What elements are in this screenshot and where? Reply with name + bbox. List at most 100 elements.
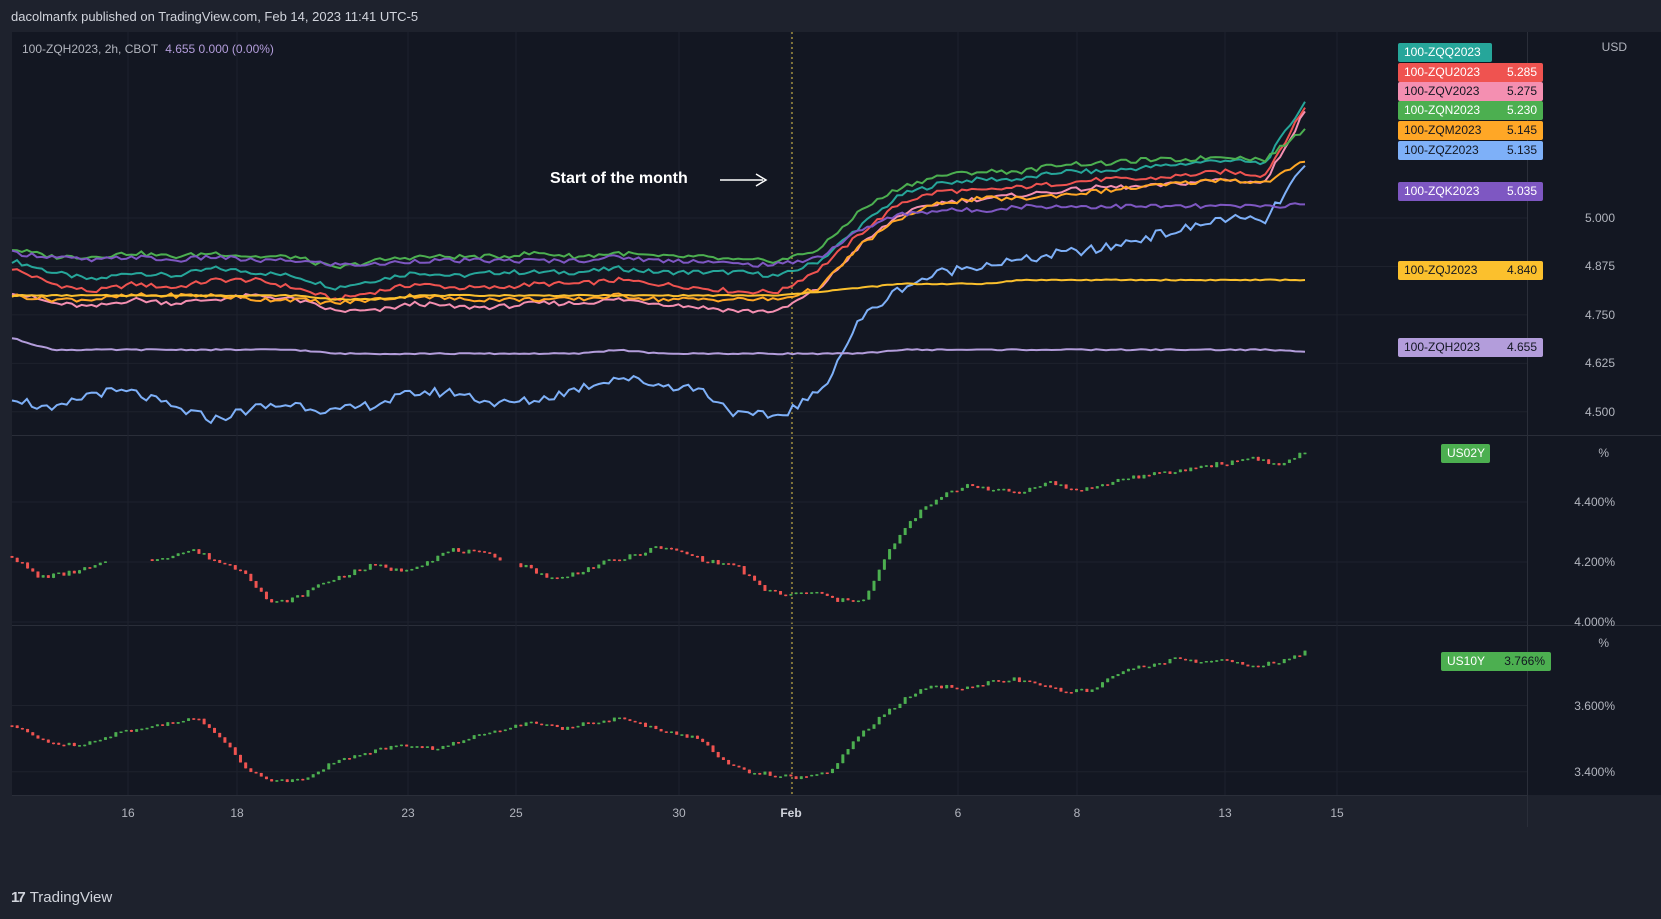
- candle-body: [976, 486, 980, 488]
- candle-body: [779, 776, 783, 778]
- candle-body: [789, 594, 793, 596]
- candle-body: [436, 555, 440, 562]
- price-tag-value: 5.275: [1506, 84, 1537, 98]
- candle-body: [534, 568, 538, 574]
- candle-body: [1069, 488, 1073, 491]
- candle-body: [1189, 467, 1193, 472]
- symbol-legend[interactable]: 100-ZQH2023, 2h, CBOT 4.655 0.000 (0.00%…: [22, 42, 274, 56]
- candle-body: [851, 741, 855, 750]
- candle-body: [31, 568, 35, 572]
- candle-body: [794, 592, 798, 595]
- candle-body: [332, 580, 336, 582]
- candle-body: [669, 731, 673, 733]
- candle-body: [758, 580, 762, 586]
- candle-body: [98, 562, 102, 566]
- candle-body: [1251, 456, 1255, 459]
- tradingview-footer[interactable]: 17 TradingView: [11, 889, 112, 906]
- candle-body: [986, 681, 990, 686]
- candle-body: [1158, 663, 1162, 665]
- candle-body: [441, 552, 445, 556]
- candle-body: [176, 553, 180, 556]
- series-line-100-zqh2023: [11, 337, 1306, 356]
- candle-body: [825, 772, 829, 774]
- price-tag-name: 100-ZQQ2023: [1404, 45, 1481, 59]
- candle-body: [903, 697, 907, 704]
- candle-body: [882, 714, 886, 717]
- candle-body: [1002, 681, 1006, 683]
- candle-body: [1137, 475, 1141, 479]
- price-tag-100-zqj2023[interactable]: 100-ZQJ2023 4.840: [1398, 261, 1543, 280]
- annotation-arrow-head-icon: [755, 173, 768, 187]
- candle-body: [644, 722, 648, 727]
- price-tag-100-zqz2023[interactable]: 100-ZQZ2023 5.135: [1398, 141, 1543, 160]
- candle-body: [888, 708, 892, 715]
- candle-body: [1293, 458, 1297, 460]
- candle-body: [379, 747, 383, 750]
- price-tag-100-zqv2023[interactable]: 100-ZQV2023 5.275: [1398, 82, 1543, 101]
- candle-body: [763, 771, 767, 775]
- price-tag-100-zqn2023[interactable]: 100-ZQN2023 5.230: [1398, 101, 1543, 120]
- candle-body: [534, 721, 538, 724]
- candle-body: [223, 562, 227, 565]
- candle-body: [742, 767, 746, 770]
- candle-body: [566, 726, 570, 730]
- x-axis-label: 15: [1330, 806, 1344, 820]
- candle-body: [773, 589, 777, 592]
- candle-body: [1007, 488, 1011, 492]
- candle-body: [290, 597, 294, 603]
- candle-body: [753, 773, 757, 775]
- candle-body: [690, 554, 694, 556]
- candle-body: [150, 559, 154, 562]
- candle-body: [140, 728, 144, 731]
- candle-body: [815, 591, 819, 594]
- price-tag-100-zqu2023[interactable]: 100-ZQU2023 5.285: [1398, 63, 1543, 82]
- candle-body: [88, 567, 92, 569]
- price-tag-name: 100-ZQK2023: [1404, 184, 1480, 198]
- candle-body: [1111, 481, 1115, 485]
- candle-body: [332, 762, 336, 765]
- candle-body: [649, 725, 653, 728]
- candle-body: [109, 736, 113, 739]
- candle-body: [1194, 467, 1198, 470]
- candle-body: [1126, 478, 1130, 481]
- candle-body: [353, 755, 357, 759]
- candle-body: [207, 724, 211, 728]
- candle-body: [1204, 465, 1208, 467]
- price-tag-100-zqq2023[interactable]: 100-ZQQ2023: [1398, 43, 1492, 62]
- candle-body: [960, 688, 964, 691]
- candle-body: [602, 720, 606, 723]
- candle-body: [150, 726, 154, 728]
- candle-body: [93, 740, 97, 743]
- candle-body: [914, 693, 918, 697]
- candle-body: [218, 560, 222, 563]
- candle-body: [36, 571, 40, 578]
- y-axis-tick: 5.000: [1584, 211, 1615, 225]
- candle-body: [306, 590, 310, 597]
- candle-body: [348, 575, 352, 578]
- candle-body: [555, 724, 559, 728]
- candle-body: [181, 552, 185, 555]
- candle-body: [285, 599, 289, 603]
- candle-body: [576, 572, 580, 575]
- candle-body: [1100, 484, 1104, 487]
- price-tag-100-zqh2023[interactable]: 100-ZQH2023 4.655: [1398, 338, 1543, 357]
- candle-body: [519, 724, 523, 727]
- price-tag-100-zqk2023[interactable]: 100-ZQK2023 5.035: [1398, 182, 1543, 201]
- price-tag-value: 5.145: [1506, 123, 1537, 137]
- price-tag-name: 100-ZQZ2023: [1404, 143, 1479, 157]
- candle-body: [877, 716, 881, 725]
- candle-body: [669, 547, 673, 550]
- candle-body: [623, 717, 627, 720]
- candle-body: [264, 776, 268, 780]
- x-axis-label: 13: [1218, 806, 1232, 820]
- price-tag-us10y[interactable]: US10Y 3.766%: [1441, 652, 1551, 671]
- candle-body: [1028, 680, 1032, 683]
- price-tag-100-zqm2023[interactable]: 100-ZQM2023 5.145: [1398, 121, 1543, 140]
- candle-body: [685, 551, 689, 555]
- price-tag-us02y[interactable]: US02Y: [1441, 444, 1490, 463]
- annotation-text: Start of the month: [550, 170, 688, 187]
- candle-body: [363, 569, 367, 572]
- candle-body: [633, 720, 637, 723]
- candle-body: [197, 718, 201, 721]
- candle-body: [965, 686, 969, 690]
